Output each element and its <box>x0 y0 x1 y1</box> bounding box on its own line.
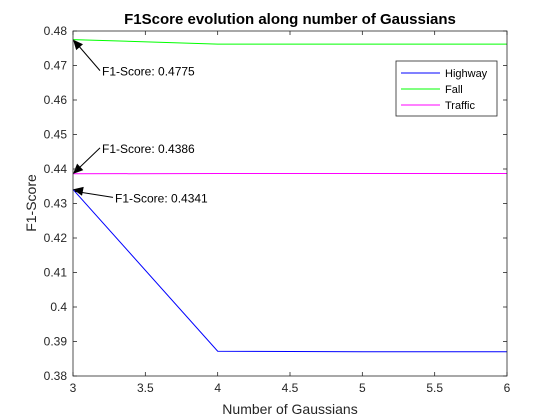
legend: Highway Fall Traffic <box>395 60 498 117</box>
annotation-label: F1-Score: 0.4386 <box>102 142 195 156</box>
series-line-highway <box>72 189 507 353</box>
x-tick-label: 6 <box>504 381 511 395</box>
y-axis-title: F1-Score <box>23 174 39 232</box>
x-tick-label: 3 <box>70 381 77 395</box>
x-tick-label: 5 <box>359 381 366 395</box>
y-tick-label: 0.41 <box>44 266 68 280</box>
y-tick-label: 0.44 <box>44 162 68 176</box>
y-tick-label: 0.43 <box>44 197 68 211</box>
series-line-fall <box>72 39 507 45</box>
y-tick-label: 0.46 <box>44 93 68 107</box>
y-tick-label: 0.45 <box>44 128 68 142</box>
x-tick-label: 4 <box>214 381 221 395</box>
legend-label-highway: Highway <box>445 68 488 80</box>
annotation-layer: F1-Score: 0.4775 F1-Score: 0.4386 F1-Score… <box>73 39 208 205</box>
x-tick-label: 5.5 <box>426 381 443 395</box>
x-tick-label: 4.5 <box>282 381 299 395</box>
tick-layer: 3 3.5 4 4.5 5 5.5 6 0.38 0.39 0.4 0.41 0.42 0.43 0.44… <box>44 24 511 395</box>
x-axis-title: Number of Gaussians <box>222 401 357 417</box>
x-tick-label: 3.5 <box>137 381 154 395</box>
y-tick-label: 0.42 <box>44 231 68 245</box>
legend-label-traffic: Traffic <box>445 100 475 112</box>
annotation-arrow-head <box>73 186 84 196</box>
annotation-arrow-head <box>73 163 84 174</box>
chart-title: F1Score evolution along number of Gaussi… <box>124 11 456 28</box>
y-tick-label: 0.47 <box>44 59 68 73</box>
y-tick-label: 0.4 <box>50 300 67 314</box>
annotation-arrow-head <box>73 39 83 51</box>
series-layer <box>72 39 507 353</box>
annotation-label: F1-Score: 0.4341 <box>115 191 208 205</box>
annotation-label: F1-Score: 0.4775 <box>102 65 195 79</box>
y-tick-label: 0.48 <box>44 24 68 38</box>
legend-items: Highway Fall Traffic <box>401 68 488 112</box>
y-tick-label: 0.38 <box>44 369 68 383</box>
legend-label-fall: Fall <box>445 84 463 96</box>
y-tick-label: 0.39 <box>44 335 68 349</box>
